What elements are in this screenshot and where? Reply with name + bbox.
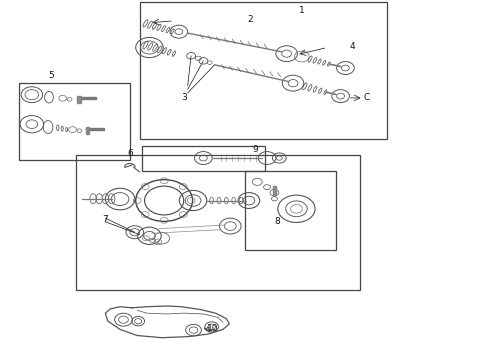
Text: 2: 2 <box>247 15 253 24</box>
Bar <box>77 96 81 103</box>
Text: 3: 3 <box>181 94 187 102</box>
Bar <box>77 97 96 99</box>
Text: 4: 4 <box>350 42 356 51</box>
Bar <box>76 155 360 290</box>
Bar <box>245 171 336 250</box>
Text: C: C <box>364 94 369 102</box>
Bar <box>140 2 387 139</box>
Text: 6: 6 <box>127 149 133 158</box>
Text: 5: 5 <box>49 71 54 80</box>
Bar <box>86 128 104 130</box>
Text: 8: 8 <box>274 217 280 226</box>
Bar <box>273 186 276 195</box>
Text: 9: 9 <box>252 145 258 154</box>
Text: 7: 7 <box>102 215 108 224</box>
Bar <box>86 127 89 134</box>
Text: 10: 10 <box>207 324 219 333</box>
Text: 1: 1 <box>298 5 304 14</box>
Bar <box>142 146 265 171</box>
Bar <box>19 83 130 160</box>
